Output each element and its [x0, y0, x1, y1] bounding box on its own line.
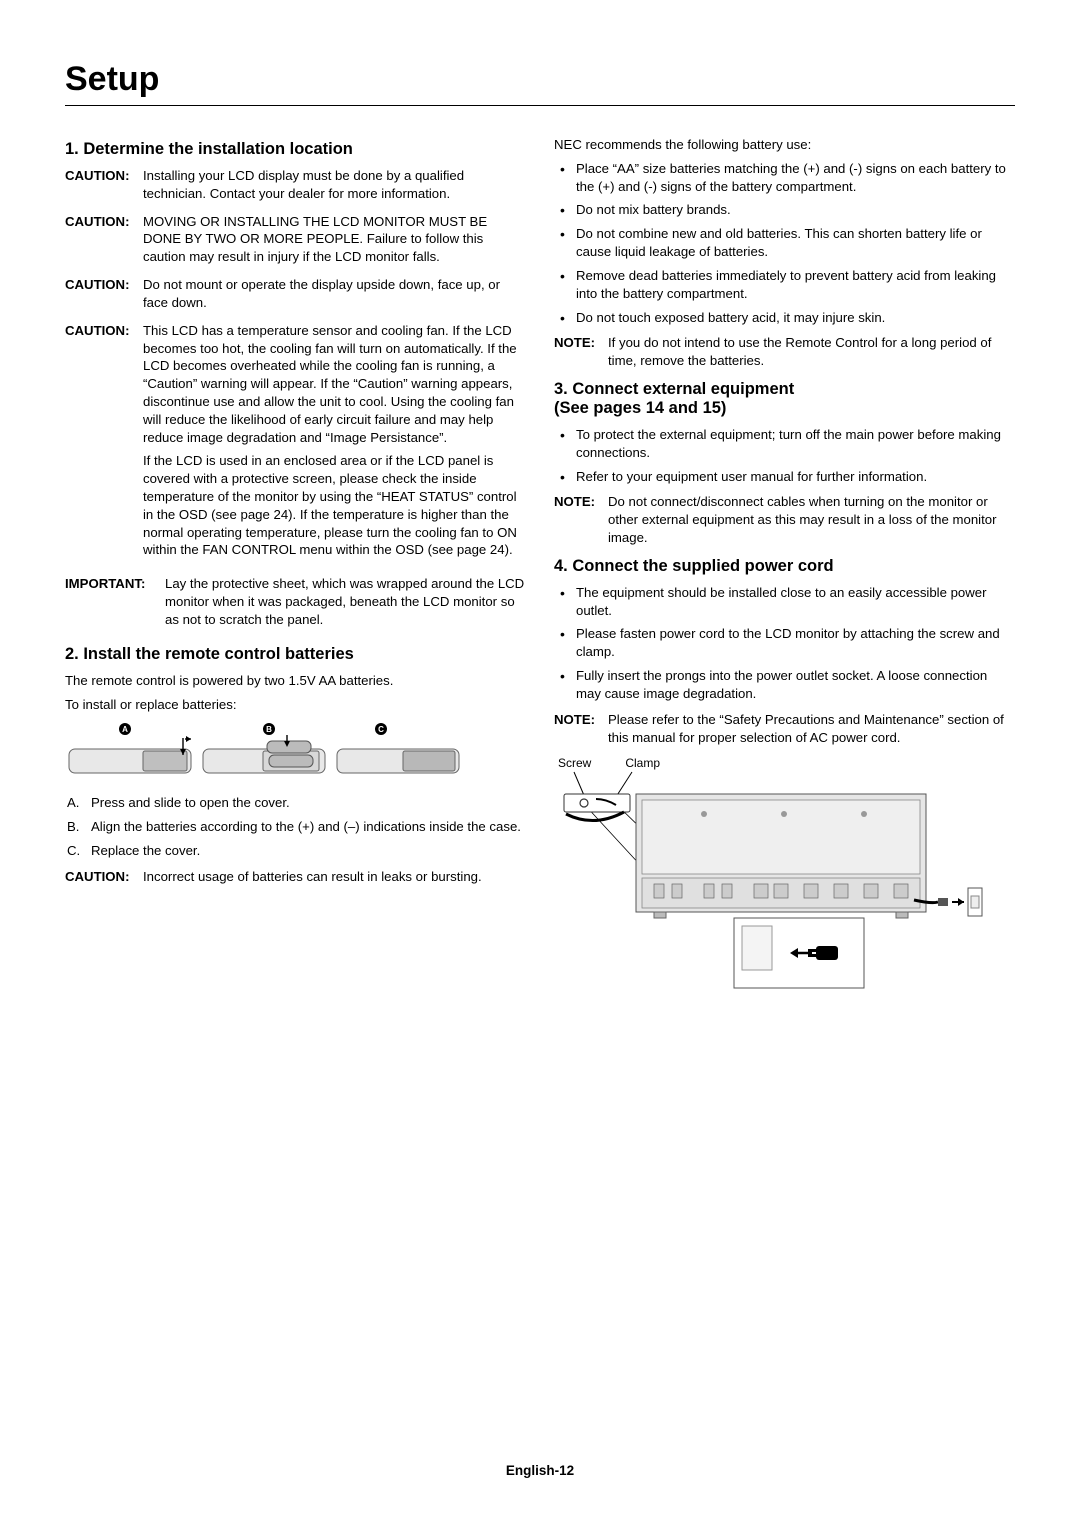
step-c-letter: C. [67, 842, 80, 860]
note-body: Do not connect/disconnect cables when tu… [608, 493, 1015, 546]
section-2-heading: 2. Install the remote control batteries [65, 645, 526, 664]
section-3-bullets: To protect the external equipment; turn … [554, 426, 1015, 485]
bullet: The equipment should be installed close … [554, 584, 1015, 620]
section-3-heading: 3. Connect external equipment (See pages… [554, 380, 1015, 418]
right-column: NEC recommends the following battery use… [554, 136, 1015, 1000]
step-b-letter: B. [67, 818, 79, 836]
note-3: NOTE: Please refer to the “Safety Precau… [554, 711, 1015, 747]
callout-clamp: Clamp [625, 756, 660, 770]
callout-screw: Screw [558, 756, 591, 770]
note-label: NOTE: [554, 334, 608, 370]
section-2-intro-a: The remote control is powered by two 1.5… [65, 672, 526, 690]
section-3-heading-line2: (See pages 14 and 15) [554, 399, 726, 417]
bullet: Fully insert the prongs into the power o… [554, 667, 1015, 703]
caution-body: Incorrect usage of batteries can result … [143, 868, 526, 886]
bullet: Please fasten power cord to the LCD moni… [554, 625, 1015, 661]
section-4-heading: 4. Connect the supplied power cord [554, 557, 1015, 576]
caution-label: CAUTION: [65, 167, 143, 203]
important-label: IMPORTANT: [65, 575, 165, 628]
caution-label: CAUTION: [65, 213, 143, 266]
caution-body: Installing your LCD display must be done… [143, 167, 526, 203]
step-b-text: Align the batteries according to the (+)… [91, 819, 521, 834]
section-4-bullets: The equipment should be installed close … [554, 584, 1015, 703]
section-3-heading-line1: 3. Connect external equipment [554, 380, 794, 398]
page-footer: English-12 [0, 1463, 1080, 1478]
monitor-power-figure: Screw Clamp [554, 756, 1015, 1000]
caution-4: CAUTION: This LCD has a temperature sens… [65, 322, 526, 560]
step-a: A. Press and slide to open the cover. [65, 794, 526, 812]
battery-steps: A. Press and slide to open the cover. B. A… [65, 794, 526, 859]
battery-recommend-lead: NEC recommends the following battery use… [554, 136, 1015, 154]
step-c-text: Replace the cover. [91, 843, 200, 858]
step-b: B. Align the batteries according to the (… [65, 818, 526, 836]
bullet: Do not mix battery brands. [554, 201, 1015, 219]
step-a-letter: A. [67, 794, 79, 812]
caution-body: Do not mount or operate the display upsi… [143, 276, 526, 312]
bullet: Do not combine new and old batteries. Th… [554, 225, 1015, 261]
content-columns: 1. Determine the installation location C… [65, 136, 1015, 1000]
bullet: Remove dead batteries immediately to pre… [554, 267, 1015, 303]
remote-battery-figure: A B [65, 721, 526, 784]
caution-label: CAUTION: [65, 276, 143, 312]
bullet: To protect the external equipment; turn … [554, 426, 1015, 462]
left-column: 1. Determine the installation location C… [65, 136, 526, 1000]
caution-4-p2: If the LCD is used in an enclosed area o… [143, 452, 526, 559]
fig-label-a: A [122, 725, 128, 734]
step-c: C. Replace the cover. [65, 842, 526, 860]
bullet: Do not touch exposed battery acid, it ma… [554, 309, 1015, 327]
note-label: NOTE: [554, 493, 608, 546]
bullet: Refer to your equipment user manual for … [554, 468, 1015, 486]
battery-bullets: Place “AA” size batteries matching the (… [554, 160, 1015, 327]
note-2: NOTE: Do not connect/disconnect cables w… [554, 493, 1015, 546]
note-body: Please refer to the “Safety Precautions … [608, 711, 1015, 747]
caution-2: CAUTION: MOVING OR INSTALLING THE LCD MO… [65, 213, 526, 266]
note-label: NOTE: [554, 711, 608, 747]
important-body: Lay the protective sheet, which was wrap… [165, 575, 526, 628]
fig-label-c: C [378, 725, 384, 734]
caution-3: CAUTION: Do not mount or operate the dis… [65, 276, 526, 312]
note-1: NOTE: If you do not intend to use the Re… [554, 334, 1015, 370]
step-a-text: Press and slide to open the cover. [91, 795, 290, 810]
caution-label: CAUTION: [65, 322, 143, 560]
caution-label: CAUTION: [65, 868, 143, 886]
page-title: Setup [65, 60, 1015, 106]
section-2-intro-b: To install or replace batteries: [65, 696, 526, 714]
caution-5: CAUTION: Incorrect usage of batteries ca… [65, 868, 526, 886]
fig-label-b: B [266, 725, 272, 734]
caution-1: CAUTION: Installing your LCD display mus… [65, 167, 526, 203]
important-1: IMPORTANT: Lay the protective sheet, whi… [65, 575, 526, 628]
bullet: Place “AA” size batteries matching the (… [554, 160, 1015, 196]
note-body: If you do not intend to use the Remote C… [608, 334, 1015, 370]
caution-body: This LCD has a temperature sensor and co… [143, 322, 526, 560]
caution-body: MOVING OR INSTALLING THE LCD MONITOR MUS… [143, 213, 526, 266]
section-1-heading: 1. Determine the installation location [65, 140, 526, 159]
caution-4-p1: This LCD has a temperature sensor and co… [143, 322, 526, 447]
